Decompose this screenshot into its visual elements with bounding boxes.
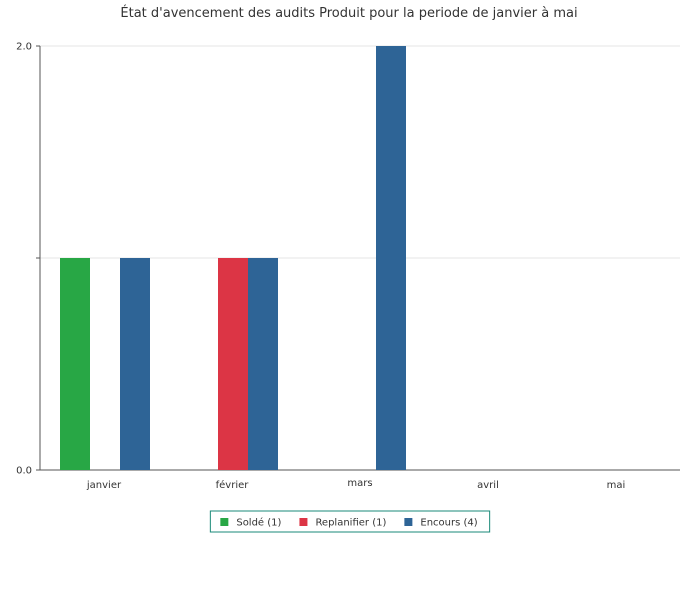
legend-label[interactable]: Encours (4) [420,518,477,529]
x-tick-label: avril [477,480,499,491]
bar-3-mars[interactable] [376,46,406,470]
axes: 0.0 2.0 [16,42,680,477]
x-axis-labels: janvier février mars avril mai [86,478,625,491]
y-tick-label: 0.0 [16,466,32,477]
bar-2-février[interactable] [218,258,248,470]
legend-swatch [220,518,229,526]
y-tick-label: 2.0 [16,42,32,53]
legend-label[interactable]: Replanifier (1) [315,518,386,529]
x-tick-label: mars [347,478,372,489]
x-tick-label: mai [607,480,626,491]
chart-title: État d'avencement des audits Produit pou… [120,5,577,21]
bar-3-février[interactable] [248,258,278,470]
bars [60,46,406,470]
legend[interactable]: Soldé (1) Replanifier (1) Encours (4) [209,510,491,533]
x-tick-label: janvier [86,480,122,491]
legend-swatch [299,518,308,526]
bar-3-janvier[interactable] [120,258,150,470]
grid [40,45,680,259]
legend-box [209,510,491,533]
x-tick-label: février [216,479,250,491]
legend-label[interactable]: Soldé (1) [236,517,281,529]
bar-1-janvier[interactable] [60,258,90,470]
legend-swatch [404,518,413,526]
